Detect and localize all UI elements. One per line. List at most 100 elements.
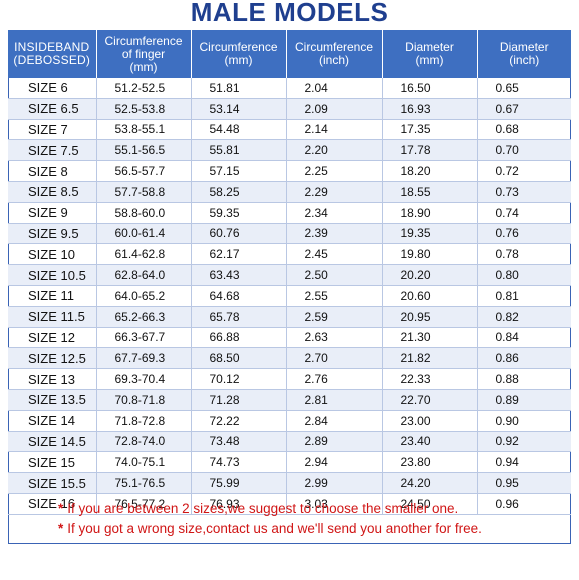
- header-finger-circumference: Circumference of finger (mm): [96, 30, 192, 78]
- cell-diameter-inch: 0.88: [477, 368, 571, 390]
- cell-diameter-inch: 0.70: [477, 139, 571, 162]
- cell-circumference-inch: 2.99: [286, 472, 383, 494]
- cell-circumference-mm: 55.81: [191, 139, 287, 162]
- cell-diameter-inch: 0.73: [477, 181, 571, 203]
- cell-diameter-inch: 0.68: [477, 119, 571, 141]
- cell-diameter-inch: 0.81: [477, 285, 571, 307]
- table-row: SIZE 9 58.8-60.0 59.35 2.34 18.90 0.74: [8, 202, 571, 224]
- cell-circumference-inch: 2.25: [286, 160, 383, 182]
- cell-circumference-mm: 66.88: [191, 327, 287, 349]
- cell-diameter-mm: 21.30: [382, 327, 478, 349]
- cell-circumference-inch: 2.63: [286, 327, 383, 349]
- cell-diameter-mm: 24.50: [382, 493, 478, 515]
- header-insideband: INSIDEBAND (DEBOSSED): [8, 30, 97, 78]
- table-row: SIZE 8 56.5-57.7 57.15 2.25 18.20 0.72: [8, 160, 571, 182]
- table-row: SIZE 9.5 60.0-61.4 60.76 2.39 19.35 0.76: [8, 223, 571, 245]
- cell-finger-circumference: 57.7-58.8: [96, 181, 192, 203]
- table-row: SIZE 13.5 70.8-71.8 71.28 2.81 22.70 0.89: [8, 389, 571, 411]
- cell-circumference-mm: 76.93: [191, 493, 287, 515]
- page-title: MALE MODELS: [190, 0, 389, 27]
- cell-circumference-mm: 68.50: [191, 347, 287, 370]
- cell-circumference-inch: 2.39: [286, 223, 383, 245]
- cell-size: SIZE 6.5: [8, 98, 97, 120]
- cell-circumference-mm: 62.17: [191, 243, 287, 266]
- cell-circumference-mm: 60.76: [191, 223, 287, 245]
- cell-finger-circumference: 56.5-57.7: [96, 160, 192, 182]
- cell-diameter-inch: 0.89: [477, 389, 571, 411]
- cell-finger-circumference: 61.4-62.8: [96, 243, 192, 266]
- cell-circumference-inch: 2.84: [286, 410, 383, 432]
- cell-diameter-inch: 0.92: [477, 431, 571, 453]
- cell-size: SIZE 11: [8, 285, 97, 307]
- cell-size: SIZE 10: [8, 243, 97, 266]
- header-circumference-inch: Circumference (inch): [286, 30, 383, 78]
- cell-diameter-mm: 20.20: [382, 264, 478, 286]
- cell-circumference-inch: 2.09: [286, 98, 383, 120]
- table-row: SIZE 14.5 72.8-74.0 73.48 2.89 23.40 0.92: [8, 431, 571, 453]
- cell-size: SIZE 9.5: [8, 223, 97, 245]
- cell-size: SIZE 14: [8, 410, 97, 432]
- table-row: SIZE 12.5 67.7-69.3 68.50 2.70 21.82 0.86: [8, 347, 571, 370]
- cell-circumference-mm: 65.78: [191, 306, 287, 328]
- cell-diameter-inch: 0.76: [477, 223, 571, 245]
- table-row: SIZE 10 61.4-62.8 62.17 2.45 19.80 0.78: [8, 243, 571, 266]
- table-row: SIZE 15 74.0-75.1 74.73 2.94 23.80 0.94: [8, 451, 571, 474]
- cell-size: SIZE 7: [8, 119, 97, 141]
- cell-finger-circumference: 52.5-53.8: [96, 98, 192, 120]
- cell-finger-circumference: 66.3-67.7: [96, 327, 192, 349]
- table-row: SIZE 14 71.8-72.8 72.22 2.84 23.00 0.90: [8, 410, 571, 432]
- cell-diameter-mm: 19.80: [382, 243, 478, 266]
- cell-diameter-inch: 0.78: [477, 243, 571, 266]
- cell-circumference-inch: 3.03: [286, 493, 383, 515]
- cell-circumference-inch: 2.14: [286, 119, 383, 141]
- table-header-row: INSIDEBAND (DEBOSSED) Circumference of fin…: [8, 30, 571, 78]
- cell-circumference-inch: 2.20: [286, 139, 383, 162]
- cell-diameter-mm: 22.33: [382, 368, 478, 390]
- table-row: SIZE 6.5 52.5-53.8 53.14 2.09 16.93 0.67: [8, 98, 571, 120]
- cell-circumference-inch: 2.94: [286, 451, 383, 474]
- cell-diameter-inch: 0.95: [477, 472, 571, 494]
- cell-circumference-inch: 2.55: [286, 285, 383, 307]
- asterisk: *: [58, 521, 64, 536]
- cell-size: SIZE 14.5: [8, 431, 97, 453]
- note-smaller-size: * If you are between 2 sizes,we suggest t…: [58, 501, 459, 516]
- cell-finger-circumference: 67.7-69.3: [96, 347, 192, 370]
- cell-diameter-inch: 0.82: [477, 306, 571, 328]
- table-row: SIZE 15.5 75.1-76.5 75.99 2.99 24.20 0.95: [8, 472, 571, 494]
- cell-diameter-mm: 23.00: [382, 410, 478, 432]
- cell-circumference-inch: 2.50: [286, 264, 383, 286]
- cell-size: SIZE 13: [8, 368, 97, 390]
- cell-finger-circumference: 55.1-56.5: [96, 139, 192, 162]
- size-chart-table: INSIDEBAND (DEBOSSED) Circumference of fin…: [8, 30, 571, 515]
- cell-diameter-inch: 0.90: [477, 410, 571, 432]
- table-row: SIZE 6 51.2-52.5 51.81 2.04 16.50 0.65: [8, 78, 571, 99]
- cell-diameter-mm: 16.50: [382, 78, 478, 99]
- cell-size: SIZE 9: [8, 202, 97, 224]
- cell-circumference-inch: 2.45: [286, 243, 383, 266]
- cell-finger-circumference: 64.0-65.2: [96, 285, 192, 307]
- cell-size: SIZE 15: [8, 451, 97, 474]
- cell-finger-circumference: 69.3-70.4: [96, 368, 192, 390]
- cell-size: SIZE 16: [8, 493, 97, 515]
- cell-diameter-mm: 20.95: [382, 306, 478, 328]
- cell-diameter-inch: 0.74: [477, 202, 571, 224]
- cell-diameter-mm: 18.20: [382, 160, 478, 182]
- cell-diameter-mm: 23.40: [382, 431, 478, 453]
- cell-size: SIZE 11.5: [8, 306, 97, 328]
- cell-circumference-inch: 2.04: [286, 78, 383, 99]
- cell-circumference-mm: 72.22: [191, 410, 287, 432]
- cell-circumference-mm: 71.28: [191, 389, 287, 411]
- cell-diameter-inch: 0.94: [477, 451, 571, 474]
- cell-diameter-mm: 21.82: [382, 347, 478, 370]
- cell-circumference-mm: 63.43: [191, 264, 287, 286]
- cell-circumference-mm: 70.12: [191, 368, 287, 390]
- table-row: SIZE 7.5 55.1-56.5 55.81 2.20 17.78 0.70: [8, 139, 571, 162]
- cell-diameter-inch: 0.80: [477, 264, 571, 286]
- table-row: SIZE 10.5 62.8-64.0 63.43 2.50 20.20 0.80: [8, 264, 571, 286]
- table-row: SIZE 7 53.8-55.1 54.48 2.14 17.35 0.68: [8, 119, 571, 141]
- table-body: SIZE 6 51.2-52.5 51.81 2.04 16.50 0.65 SIZE 6.…: [8, 78, 571, 515]
- cell-size: SIZE 10.5: [8, 264, 97, 286]
- cell-circumference-inch: 2.29: [286, 181, 383, 203]
- cell-diameter-mm: 18.55: [382, 181, 478, 203]
- cell-diameter-inch: 0.67: [477, 98, 571, 120]
